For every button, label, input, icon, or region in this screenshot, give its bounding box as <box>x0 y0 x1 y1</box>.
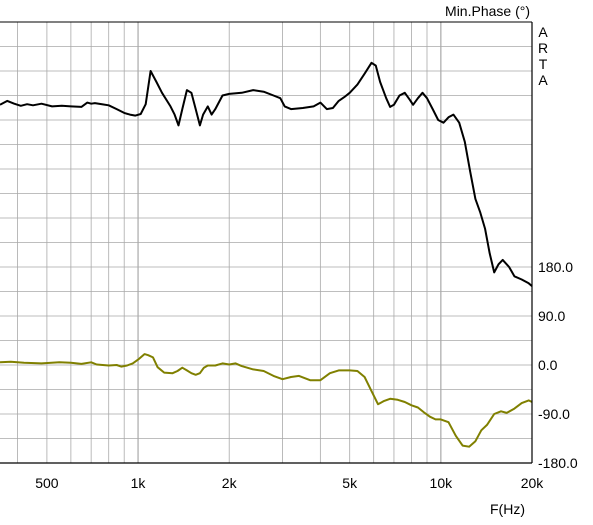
x-tick-label: 20k <box>521 475 545 491</box>
y-tick-label: 90.0 <box>538 308 565 324</box>
watermark-letter: R <box>538 40 548 56</box>
y-tick-label: 0.0 <box>538 357 558 373</box>
y-tick-label: -90.0 <box>538 406 570 422</box>
series-layer <box>0 61 533 448</box>
x-tick-labels: 500 1k 2k 5k 10k 20k <box>35 475 544 491</box>
series-line-2 <box>0 353 533 448</box>
x-axis-label: F(Hz) <box>490 501 525 517</box>
y-tick-label: 180.0 <box>538 259 573 275</box>
x-tick-label: 1k <box>131 475 147 491</box>
x-tick-label: 2k <box>222 475 238 491</box>
watermark-letter: T <box>539 56 548 72</box>
x-tick-label: 500 <box>35 475 59 491</box>
x-tick-label: 5k <box>342 475 358 491</box>
watermark-letter: A <box>538 72 548 88</box>
x-tick-label: 10k <box>430 475 454 491</box>
chart-title: Min.Phase (°) <box>445 3 530 19</box>
series-line-1 <box>0 61 533 287</box>
y-tick-labels: 180.0 90.0 0.0 -90.0 -180.0 <box>538 259 578 471</box>
y-tick-label: -180.0 <box>538 455 578 471</box>
watermark-letter: A <box>538 24 548 40</box>
grid-layer <box>0 22 533 463</box>
